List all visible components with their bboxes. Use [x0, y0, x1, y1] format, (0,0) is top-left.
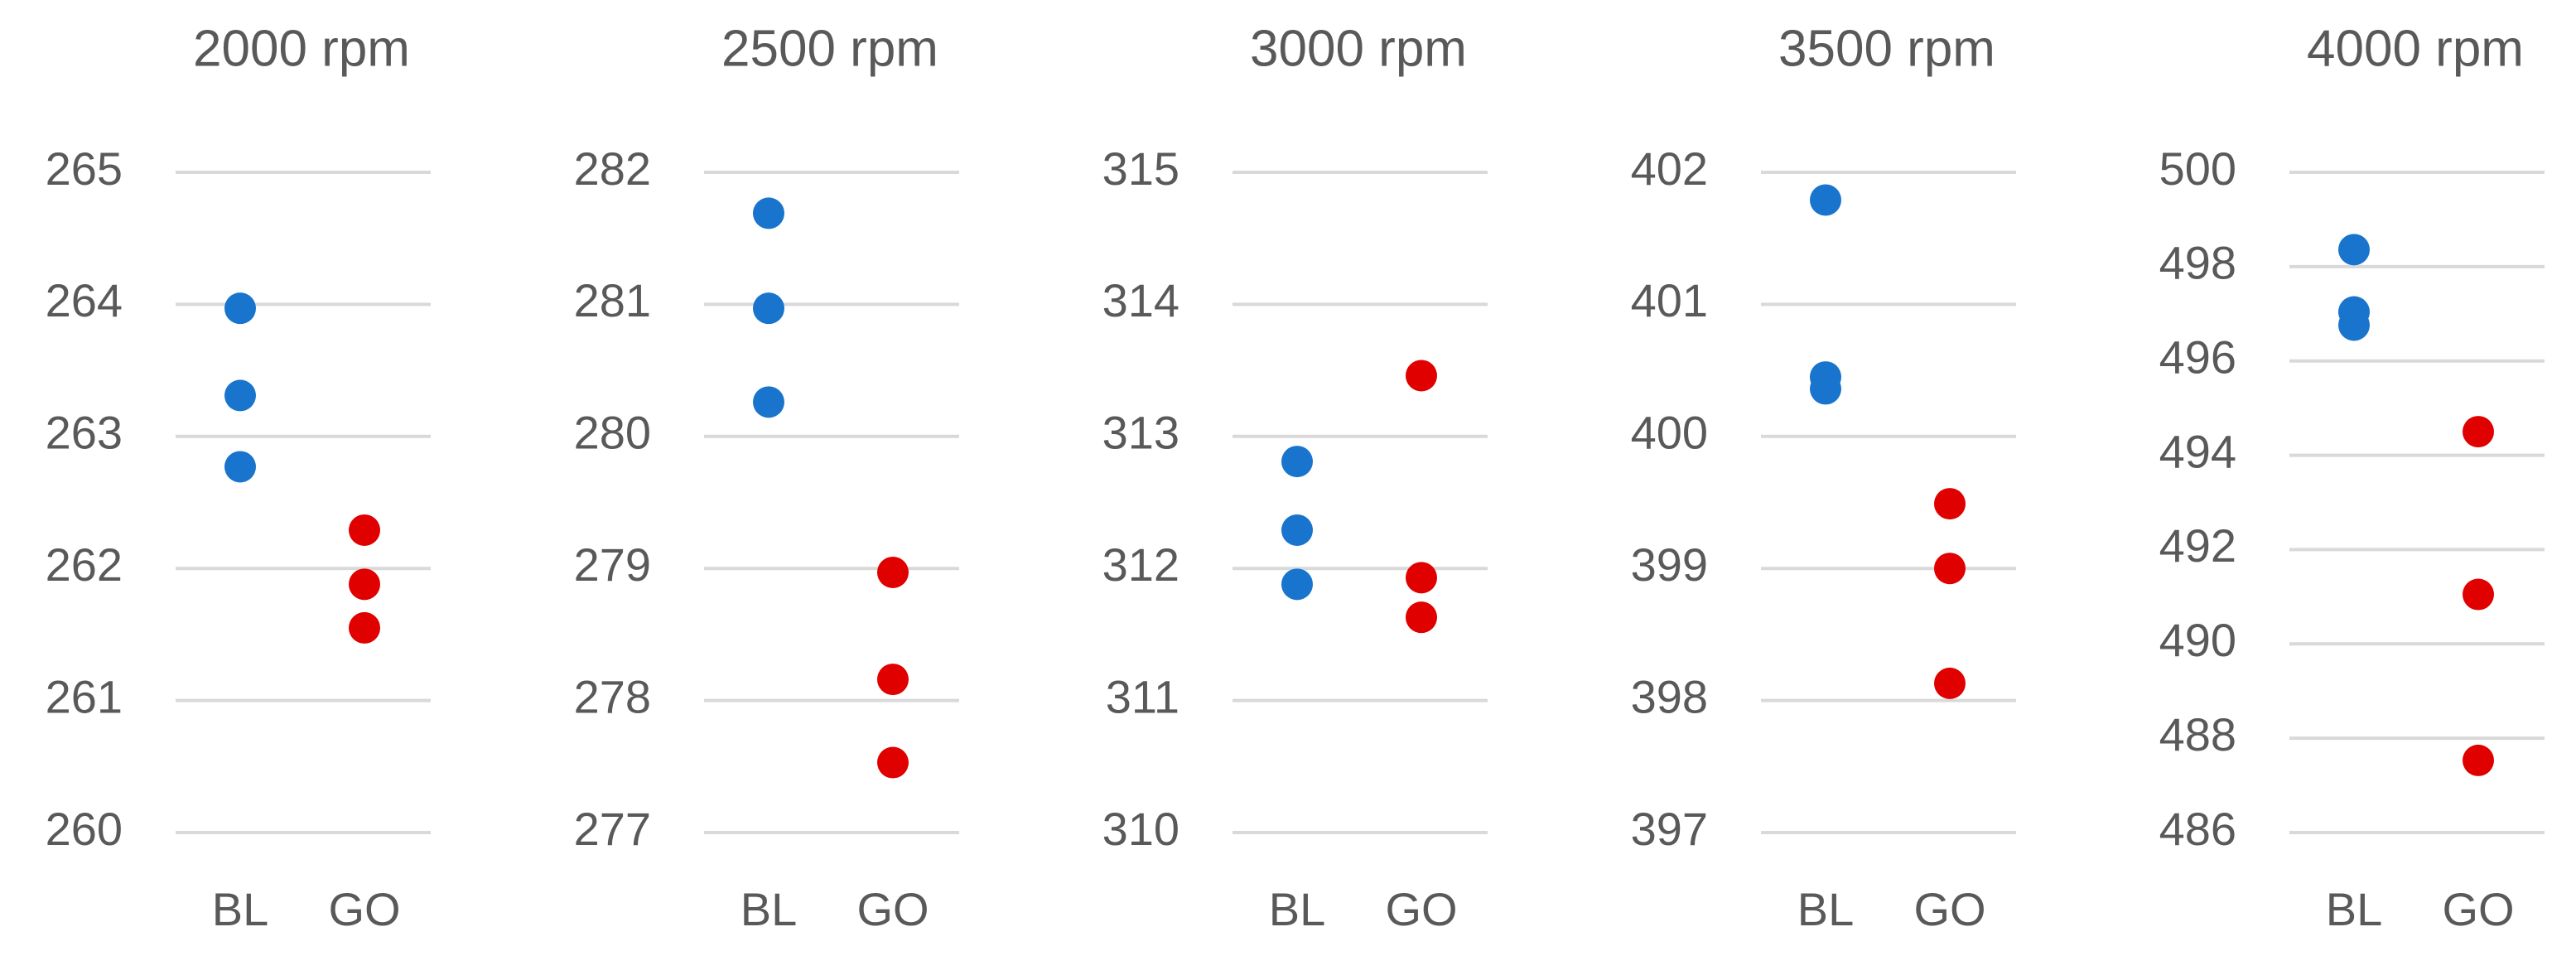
- panel-title: 2500 rpm: [721, 20, 938, 77]
- dot: [877, 746, 909, 779]
- y-tick-label: 264: [46, 274, 123, 326]
- dot: [753, 197, 784, 229]
- x-tick-label: BL: [1269, 883, 1326, 935]
- y-tick-label: 281: [574, 274, 651, 326]
- y-tick-label: 488: [2159, 708, 2236, 760]
- y-tick-label: 399: [1631, 538, 1708, 591]
- panel-title: 3500 rpm: [1778, 20, 1995, 77]
- dot: [1281, 514, 1313, 546]
- y-tick-label: 398: [1631, 670, 1708, 722]
- x-tick-label: BL: [740, 883, 798, 935]
- y-tick-label: 313: [1102, 407, 1179, 459]
- y-tick-label: 265: [46, 142, 123, 195]
- y-tick-label: 402: [1631, 142, 1708, 195]
- y-tick-label: 282: [574, 142, 651, 195]
- y-tick-label: 315: [1102, 142, 1179, 195]
- y-tick-label: 278: [574, 670, 651, 722]
- dot: [1406, 360, 1437, 392]
- y-tick-label: 261: [46, 670, 123, 722]
- y-tick-label: 486: [2159, 803, 2236, 855]
- dot: [224, 451, 256, 483]
- dot: [1810, 184, 1841, 216]
- dot: [224, 379, 256, 412]
- y-tick-label: 314: [1102, 274, 1179, 326]
- dot: [1406, 601, 1437, 634]
- x-tick-label: GO: [1385, 883, 1457, 935]
- y-tick-label: 262: [46, 538, 123, 591]
- x-tick-label: GO: [328, 883, 400, 935]
- dot: [753, 386, 784, 418]
- y-tick-label: 312: [1102, 538, 1179, 591]
- dot: [1934, 553, 1966, 585]
- dot: [877, 664, 909, 696]
- x-tick-label: BL: [2326, 883, 2383, 935]
- y-tick-label: 490: [2159, 614, 2236, 666]
- x-tick-label: BL: [212, 883, 269, 935]
- dot: [2338, 234, 2370, 266]
- y-tick-label: 496: [2159, 331, 2236, 384]
- dot: [224, 292, 256, 325]
- x-tick-label: GO: [1913, 883, 1985, 935]
- y-tick-label: 260: [46, 803, 123, 855]
- y-tick-label: 277: [574, 803, 651, 855]
- y-tick-label: 500: [2159, 142, 2236, 195]
- dot: [349, 514, 380, 546]
- y-tick-label: 310: [1102, 803, 1179, 855]
- y-tick-label: 492: [2159, 519, 2236, 572]
- dot: [2463, 416, 2494, 448]
- panel-title: 2000 rpm: [193, 20, 410, 77]
- y-tick-label: 401: [1631, 274, 1708, 326]
- panel-title: 3000 rpm: [1250, 20, 1467, 77]
- y-tick-label: 400: [1631, 407, 1708, 459]
- dot: [2463, 744, 2494, 776]
- x-tick-label: GO: [856, 883, 929, 935]
- y-tick-label: 498: [2159, 237, 2236, 289]
- dot: [1281, 568, 1313, 601]
- y-tick-label: 494: [2159, 425, 2236, 477]
- dot: [753, 292, 784, 325]
- dot: [1406, 562, 1437, 594]
- dot: [877, 556, 909, 588]
- y-tick-label: 280: [574, 407, 651, 459]
- panel-title: 4000 rpm: [2307, 20, 2524, 77]
- y-tick-label: 397: [1631, 803, 1708, 855]
- x-tick-label: GO: [2442, 883, 2514, 935]
- dot: [1934, 667, 1966, 699]
- dot: [1934, 488, 1966, 520]
- dot: [349, 611, 380, 644]
- dot: [2338, 309, 2370, 341]
- dot: [2463, 578, 2494, 611]
- dot: [1281, 446, 1313, 478]
- dot: [1810, 373, 1841, 405]
- x-tick-label: BL: [1797, 883, 1855, 935]
- y-tick-label: 311: [1106, 670, 1179, 722]
- y-tick-label: 263: [46, 407, 123, 459]
- dot: [349, 568, 380, 601]
- y-tick-label: 279: [574, 538, 651, 591]
